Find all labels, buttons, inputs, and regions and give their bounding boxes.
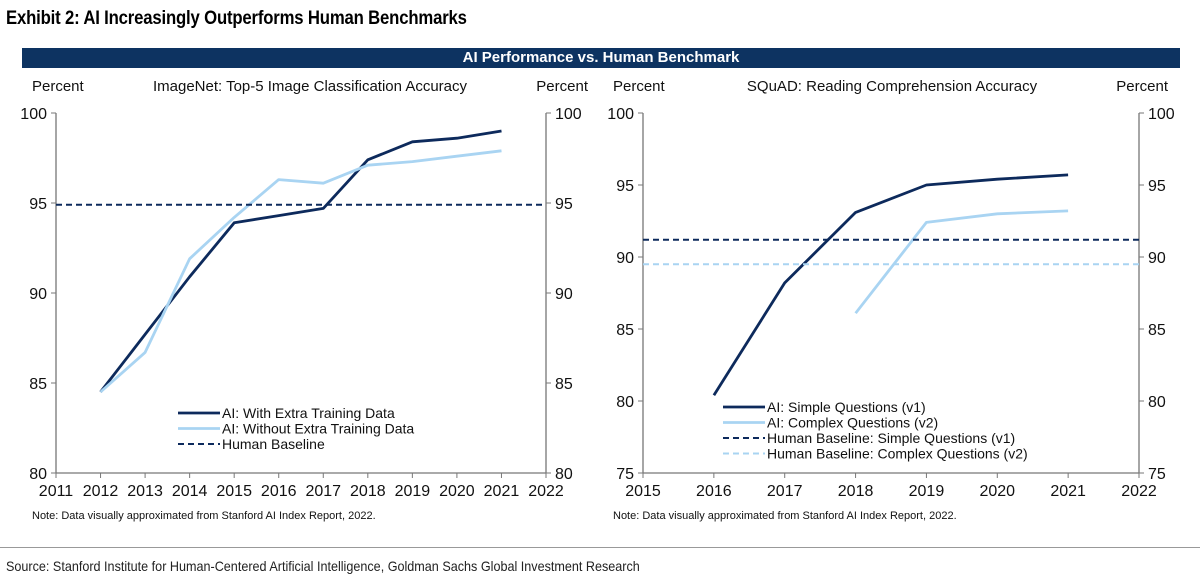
- x-tick-label: 2022: [528, 483, 564, 500]
- y-tick-label-right: 80: [1148, 394, 1166, 411]
- y-tick-label-left: 100: [607, 106, 634, 123]
- x-tick-label: 2021: [484, 483, 520, 500]
- x-tick-label: 2020: [979, 483, 1015, 500]
- y-tick-label-right: 100: [1148, 106, 1175, 123]
- y-tick-label-left: 85: [29, 376, 47, 393]
- x-tick-label: 2021: [1050, 483, 1086, 500]
- y-axis-label-left: Percent: [32, 78, 85, 95]
- x-tick-label: 2018: [838, 483, 874, 500]
- y-tick-label-right: 90: [1148, 250, 1166, 267]
- chart-title: ImageNet: Top-5 Image Classification Acc…: [153, 78, 468, 95]
- y-tick-label-right: 80: [555, 466, 573, 483]
- x-tick-label: 2011: [39, 483, 74, 500]
- y-axis-label-right: Percent: [1116, 78, 1169, 95]
- source-note: Source: Stanford Institute for Human-Cen…: [6, 558, 640, 574]
- y-tick-label-left: 90: [29, 286, 47, 303]
- chart-title: SQuAD: Reading Comprehension Accuracy: [747, 78, 1038, 95]
- x-tick-label: 2020: [439, 483, 475, 500]
- y-axis-label-left: Percent: [613, 78, 666, 95]
- y-tick-label-left: 95: [29, 196, 47, 213]
- x-tick-label: 2016: [261, 483, 297, 500]
- series-line-ai-without-extra-training-data: [99, 149, 502, 394]
- series-line-ai-simple-questions-v1-: [712, 173, 1069, 396]
- x-tick-label: 2015: [625, 483, 661, 500]
- legend-label: AI: Complex Questions (v2): [767, 415, 938, 431]
- legend-label: AI: Simple Questions (v1): [767, 399, 926, 415]
- y-tick-label-left: 80: [616, 394, 634, 411]
- chart-note: Note: Data visually approximated from St…: [613, 510, 957, 522]
- y-tick-label-right: 85: [1148, 322, 1166, 339]
- y-tick-label-right: 100: [555, 106, 582, 123]
- x-tick-label: 2017: [767, 483, 803, 500]
- series-line-ai-with-extra-training-data: [99, 129, 502, 393]
- x-tick-label: 2015: [216, 483, 252, 500]
- y-tick-label-right: 85: [555, 376, 573, 393]
- x-tick-label: 2017: [305, 483, 341, 500]
- x-tick-label: 2022: [1121, 483, 1157, 500]
- legend-label: AI: With Extra Training Data: [222, 405, 395, 421]
- legend-label: Human Baseline: [222, 436, 325, 452]
- y-tick-label-right: 95: [1148, 178, 1166, 195]
- y-tick-label-left: 90: [616, 250, 634, 267]
- x-tick-label: 2018: [350, 483, 386, 500]
- x-tick-label: 2016: [696, 483, 732, 500]
- legend-label: Human Baseline: Simple Questions (v1): [767, 430, 1015, 446]
- series-line-ai-complex-questions-v2-: [854, 209, 1069, 315]
- banner: AI Performance vs. Human Benchmark: [22, 48, 1180, 68]
- legend-label: Human Baseline: Complex Questions (v2): [767, 446, 1028, 462]
- divider: [0, 547, 1200, 548]
- exhibit-title: Exhibit 2: AI Increasingly Outperforms H…: [6, 8, 467, 29]
- y-tick-label-right: 75: [1148, 466, 1166, 483]
- y-tick-label-left: 75: [616, 466, 634, 483]
- chart-note: Note: Data visually approximated from St…: [32, 510, 376, 522]
- y-tick-label-left: 80: [29, 466, 47, 483]
- x-tick-label: 2014: [172, 483, 208, 500]
- x-tick-label: 2019: [909, 483, 945, 500]
- y-tick-label-right: 90: [555, 286, 573, 303]
- y-tick-label-left: 85: [616, 322, 634, 339]
- legend-label: AI: Without Extra Training Data: [222, 421, 414, 437]
- x-tick-label: 2012: [83, 483, 119, 500]
- y-tick-label-left: 95: [616, 178, 634, 195]
- y-tick-label-right: 95: [555, 196, 573, 213]
- x-tick-label: 2019: [395, 483, 431, 500]
- x-tick-label: 2013: [127, 483, 163, 500]
- y-axis-label-right: Percent: [536, 78, 589, 95]
- y-tick-label-left: 100: [20, 106, 47, 123]
